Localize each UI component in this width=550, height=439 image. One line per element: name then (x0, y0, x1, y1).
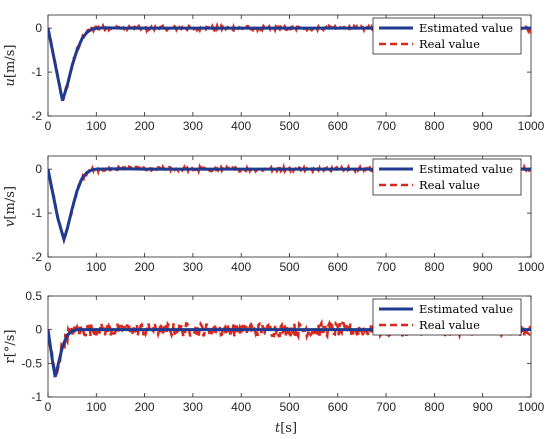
series-estimated-value-v (48, 167, 531, 245)
x-tick-label-r: 200 (135, 400, 155, 414)
x-tick-label-u: 900 (473, 119, 493, 133)
x-axis-label: t[s] (275, 421, 297, 436)
x-tick-label-r: 600 (328, 400, 348, 414)
x-tick-label-r: 400 (231, 400, 251, 414)
legend-label-estimated: Estimated value (419, 21, 513, 35)
y-axis-label-u: u[m/s] (3, 45, 18, 87)
y-tick-label-r: 0.5 (25, 289, 42, 303)
y-tick-label-u: 0 (35, 21, 42, 35)
y-axis-label-unit: [°/s] (3, 330, 18, 358)
legend-v: Estimated value Real value (372, 158, 522, 196)
x-tick-label-v: 800 (424, 260, 444, 274)
y-axis-label-var: u (3, 78, 18, 86)
x-tick-label-u: 300 (183, 119, 203, 133)
x-tick-label-u: 700 (376, 119, 396, 133)
x-tick-label-v: 600 (328, 260, 348, 274)
y-tick-label-v: -1 (31, 206, 42, 220)
y-tick-label-r: -0.5 (21, 356, 42, 370)
legend-label-real: Real value (419, 37, 480, 51)
x-tick-label-u: 400 (231, 119, 251, 133)
legend-box (372, 158, 522, 196)
legend-label-estimated: Estimated value (419, 162, 513, 176)
x-tick-label-r: 700 (376, 400, 396, 414)
y-tick-label-v: -2 (31, 250, 42, 264)
x-tick-label-r: 0 (45, 400, 52, 414)
y-axis-label-unit: [m/s] (3, 186, 18, 220)
legend-box (372, 17, 522, 55)
panel-u: 0 100 200 300 400 500 600 700 800 900 1000 0 -1 -2 u[m… (3, 14, 545, 133)
x-tick-label-v: 500 (279, 260, 299, 274)
y-tick-label-u: -1 (31, 65, 42, 79)
y-tick-label-v: 0 (35, 162, 42, 176)
x-tick-label-v: 900 (473, 260, 493, 274)
x-tick-label-r: 300 (183, 400, 203, 414)
y-axis-label-unit: [m/s] (3, 45, 18, 79)
x-tick-label-v: 200 (135, 260, 155, 274)
x-tick-label-r: 800 (424, 400, 444, 414)
x-tick-label-u: 200 (135, 119, 155, 133)
legend-label-estimated: Estimated value (419, 302, 513, 316)
y-tick-label-u: -2 (31, 109, 42, 123)
legend-box (372, 298, 522, 336)
x-tick-label-v: 700 (376, 260, 396, 274)
x-tick-label-v: 400 (231, 260, 251, 274)
x-tick-label-v: 1000 (518, 260, 545, 274)
x-tick-label-v: 100 (86, 260, 106, 274)
y-tick-label-r: -1 (31, 390, 42, 404)
legend-r: Estimated value Real value (372, 298, 522, 336)
x-axis-label-unit: [s] (280, 421, 297, 436)
x-axis-label-var: t (275, 421, 281, 436)
x-tick-label-u: 500 (279, 119, 299, 133)
x-tick-label-r: 100 (86, 400, 106, 414)
x-tick-label-r: 500 (279, 400, 299, 414)
y-axis-label-var: r (3, 356, 18, 363)
x-tick-label-r: 900 (473, 400, 493, 414)
x-tick-label-v: 0 (45, 260, 52, 274)
y-tick-label-r: 0 (35, 323, 42, 337)
legend-u: Estimated value Real value (372, 17, 522, 55)
legend-label-real: Real value (419, 178, 480, 192)
x-tick-label-u: 100 (86, 119, 106, 133)
y-axis-label-var: v (3, 219, 18, 227)
legend-label-real: Real value (419, 318, 480, 332)
x-tick-label-u: 800 (424, 119, 444, 133)
panel-v: 0 100 200 300 400 500 600 700 800 900 1000 0 -1 -2 v[m… (3, 155, 545, 274)
x-tick-label-u: 0 (45, 119, 52, 133)
y-axis-label-r: r[°/s] (3, 330, 18, 364)
panel-r: 0 100 200 300 400 500 600 700 800 900 1000 0.5 0 -0.5… (3, 289, 545, 414)
x-tick-label-r: 1000 (518, 400, 545, 414)
x-tick-label-u: 1000 (518, 119, 545, 133)
y-axis-label-v: v[m/s] (3, 186, 18, 227)
x-tick-label-u: 600 (328, 119, 348, 133)
x-tick-label-v: 300 (183, 260, 203, 274)
